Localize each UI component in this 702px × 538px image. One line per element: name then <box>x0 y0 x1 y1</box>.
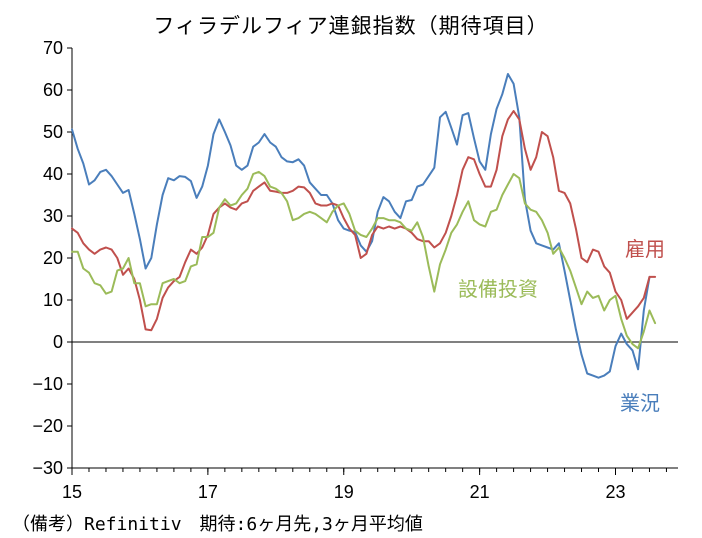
series-label-1: 業況 <box>620 391 660 415</box>
y-tick-label: −30 <box>32 458 63 478</box>
x-tick-label: 21 <box>470 482 490 502</box>
y-tick-label: 30 <box>43 206 63 226</box>
series-line-3 <box>71 170 657 350</box>
y-tick-label: −20 <box>32 416 63 436</box>
y-tick-label: 20 <box>43 248 63 268</box>
x-tick-label: 19 <box>334 482 354 502</box>
series-line-1 <box>71 73 651 379</box>
y-tick-label: 70 <box>43 38 63 58</box>
y-tick-label: 40 <box>43 164 63 184</box>
x-tick-label: 15 <box>62 482 82 502</box>
series-label-3: 設備投資 <box>458 277 538 301</box>
series-line-2 <box>71 110 657 332</box>
source-note: （備考）Refinitiv 期待:6ヶ月先,3ヶ月平均値 <box>12 514 423 535</box>
y-tick-label: 0 <box>53 332 63 352</box>
x-tick-label: 17 <box>198 482 218 502</box>
axes: −30 −20 −10 0 10 20 30 40 50 60 70 15 17 19 21 23 <box>32 38 678 502</box>
series-lines <box>71 73 657 379</box>
y-tick-label: 10 <box>43 290 63 310</box>
series-label-2: 雇用 <box>625 237 665 261</box>
chart-title: フィラデルフィア連銀指数（期待項目） <box>153 14 549 38</box>
y-tick-label: −10 <box>32 374 63 394</box>
y-tick-label: 50 <box>43 122 63 142</box>
y-tick-label: 60 <box>43 80 63 100</box>
x-tick-label: 23 <box>605 482 625 502</box>
